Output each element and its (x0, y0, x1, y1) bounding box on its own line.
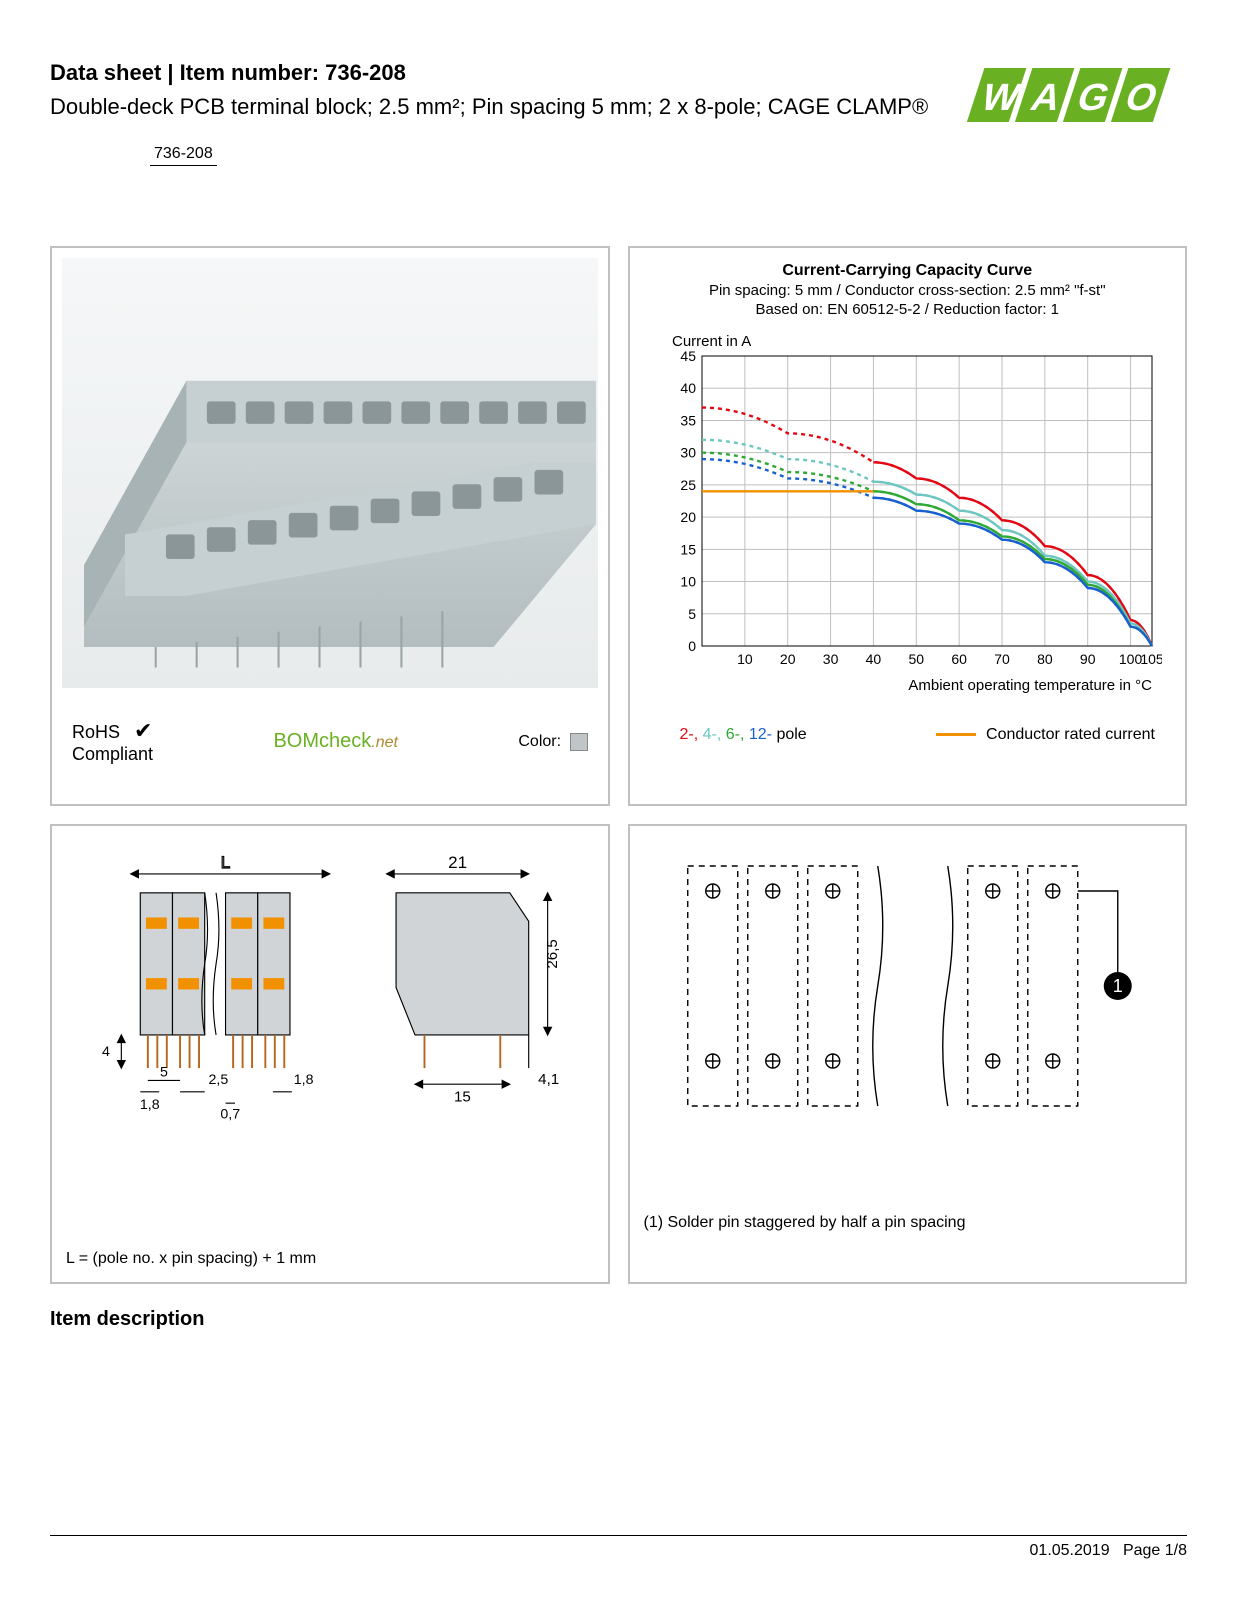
legend-conductor: Conductor rated current (936, 726, 1155, 744)
legend-pole-label: 6-, (721, 726, 744, 743)
product-render (62, 258, 598, 688)
title-line: Data sheet | Item number: 736-208 (50, 60, 957, 86)
svg-text:45: 45 (681, 348, 697, 364)
svg-text:20: 20 (780, 651, 796, 667)
legend-pole-label: 4-, (698, 726, 721, 743)
svg-text:5: 5 (688, 606, 696, 622)
title-prefix: Data sheet (50, 60, 161, 85)
title-item-number: 736-208 (325, 60, 406, 85)
svg-text:5: 5 (160, 1064, 168, 1080)
legend-pole-label: 2-, (680, 726, 699, 743)
legend-poles: 2-, 4-, 6-, 12- pole (680, 726, 807, 744)
panel-grid: RoHS ✔ Compliant BOMcheck.net Color: Curr… (50, 246, 1187, 1284)
subtitle: Double-deck PCB terminal block; 2.5 mm²;… (50, 92, 957, 123)
svg-text:4,1: 4,1 (538, 1071, 559, 1088)
svg-text:25: 25 (681, 477, 697, 493)
svg-text:40: 40 (681, 380, 697, 396)
chart-legend: 2-, 4-, 6-, 12- pole Conductor rated cur… (640, 706, 1176, 750)
check-icon: ✔ (134, 718, 152, 743)
dimensions-drawing: L (62, 836, 598, 1196)
svg-text:4: 4 (102, 1044, 110, 1060)
svg-text:100: 100 (1119, 651, 1143, 667)
svg-text:30: 30 (823, 651, 839, 667)
rohs-label: RoHS ✔ Compliant (72, 718, 153, 766)
svg-text:21: 21 (448, 853, 467, 872)
legend-conductor-label: Conductor rated current (986, 726, 1155, 743)
svg-text:10: 10 (737, 651, 753, 667)
svg-text:Ambient operating temperature: Ambient operating temperature in °C (909, 677, 1153, 694)
color-indicator: Color: (518, 733, 587, 751)
item-chip: 736-208 (150, 143, 217, 166)
svg-text:35: 35 (681, 412, 697, 428)
footer-page: Page 1/8 (1123, 1542, 1187, 1559)
svg-text:50: 50 (909, 651, 925, 667)
wago-logo: W A G O (957, 60, 1187, 130)
legend-pole-label: 12- (744, 726, 772, 743)
item-description-heading: Item description (50, 1308, 1187, 1331)
schematic-note: (1) Solder pin staggered by half a pin s… (644, 1214, 966, 1232)
callout-number: 1 (1112, 976, 1122, 996)
page-footer: 01.05.2019 Page 1/8 (50, 1535, 1187, 1560)
chart-title: Current-Carrying Capacity Curve (640, 262, 1176, 280)
page-header: Data sheet | Item number: 736-208 Double… (50, 60, 1187, 166)
svg-text:20: 20 (681, 509, 697, 525)
svg-text:15: 15 (454, 1088, 471, 1105)
svg-text:2,5: 2,5 (208, 1072, 228, 1088)
svg-text:70: 70 (994, 651, 1010, 667)
svg-text:80: 80 (1037, 651, 1053, 667)
color-swatch (570, 733, 588, 751)
rohs-l1: RoHS (72, 722, 120, 742)
schematic-panel: 1 (1) Solder pin staggered by half a pin… (628, 824, 1188, 1284)
pin-schematic: 1 (640, 836, 1176, 1156)
chart-sub1: Pin spacing: 5 mm / Conductor cross-sect… (640, 282, 1176, 299)
svg-text:1,8: 1,8 (294, 1072, 314, 1088)
svg-text:90: 90 (1080, 651, 1096, 667)
svg-text:26,5: 26,5 (544, 939, 561, 968)
svg-text:30: 30 (681, 444, 697, 460)
header-text: Data sheet | Item number: 736-208 Double… (50, 60, 957, 166)
svg-text:40: 40 (866, 651, 882, 667)
bomcheck-logo: BOMcheck.net (273, 730, 398, 753)
conductor-line-icon (936, 733, 976, 736)
dim-formula: L = (pole no. x pin spacing) + 1 mm (66, 1250, 316, 1268)
footer-date: 01.05.2019 (1030, 1542, 1110, 1559)
svg-text:60: 60 (952, 651, 968, 667)
svg-text:1,8: 1,8 (140, 1097, 160, 1113)
product-panel: RoHS ✔ Compliant BOMcheck.net Color: (50, 246, 610, 806)
svg-text:15: 15 (681, 541, 697, 557)
bomcheck-suffix: .net (371, 734, 398, 751)
color-label: Color: (518, 733, 561, 750)
chart-panel: Current-Carrying Capacity Curve Pin spac… (628, 246, 1188, 806)
svg-text:105: 105 (1141, 651, 1163, 667)
chart-sub2: Based on: EN 60512-5-2 / Reduction facto… (640, 301, 1176, 318)
legend-pole-suffix: pole (772, 726, 807, 743)
svg-text:10: 10 (681, 573, 697, 589)
title-sep: | (161, 60, 179, 85)
svg-text:0: 0 (688, 638, 696, 654)
title-item-label: Item number: (180, 60, 325, 85)
capacity-chart: Current in A0510152025303540451020304050… (652, 326, 1162, 706)
rohs-l2: Compliant (72, 744, 153, 764)
compliance-row: RoHS ✔ Compliant BOMcheck.net Color: (62, 688, 598, 766)
dimensions-panel: L (50, 824, 610, 1284)
dim-L: L (221, 853, 230, 872)
svg-text:0,7: 0,7 (220, 1106, 240, 1122)
bomcheck-text: BOMcheck (273, 730, 371, 752)
